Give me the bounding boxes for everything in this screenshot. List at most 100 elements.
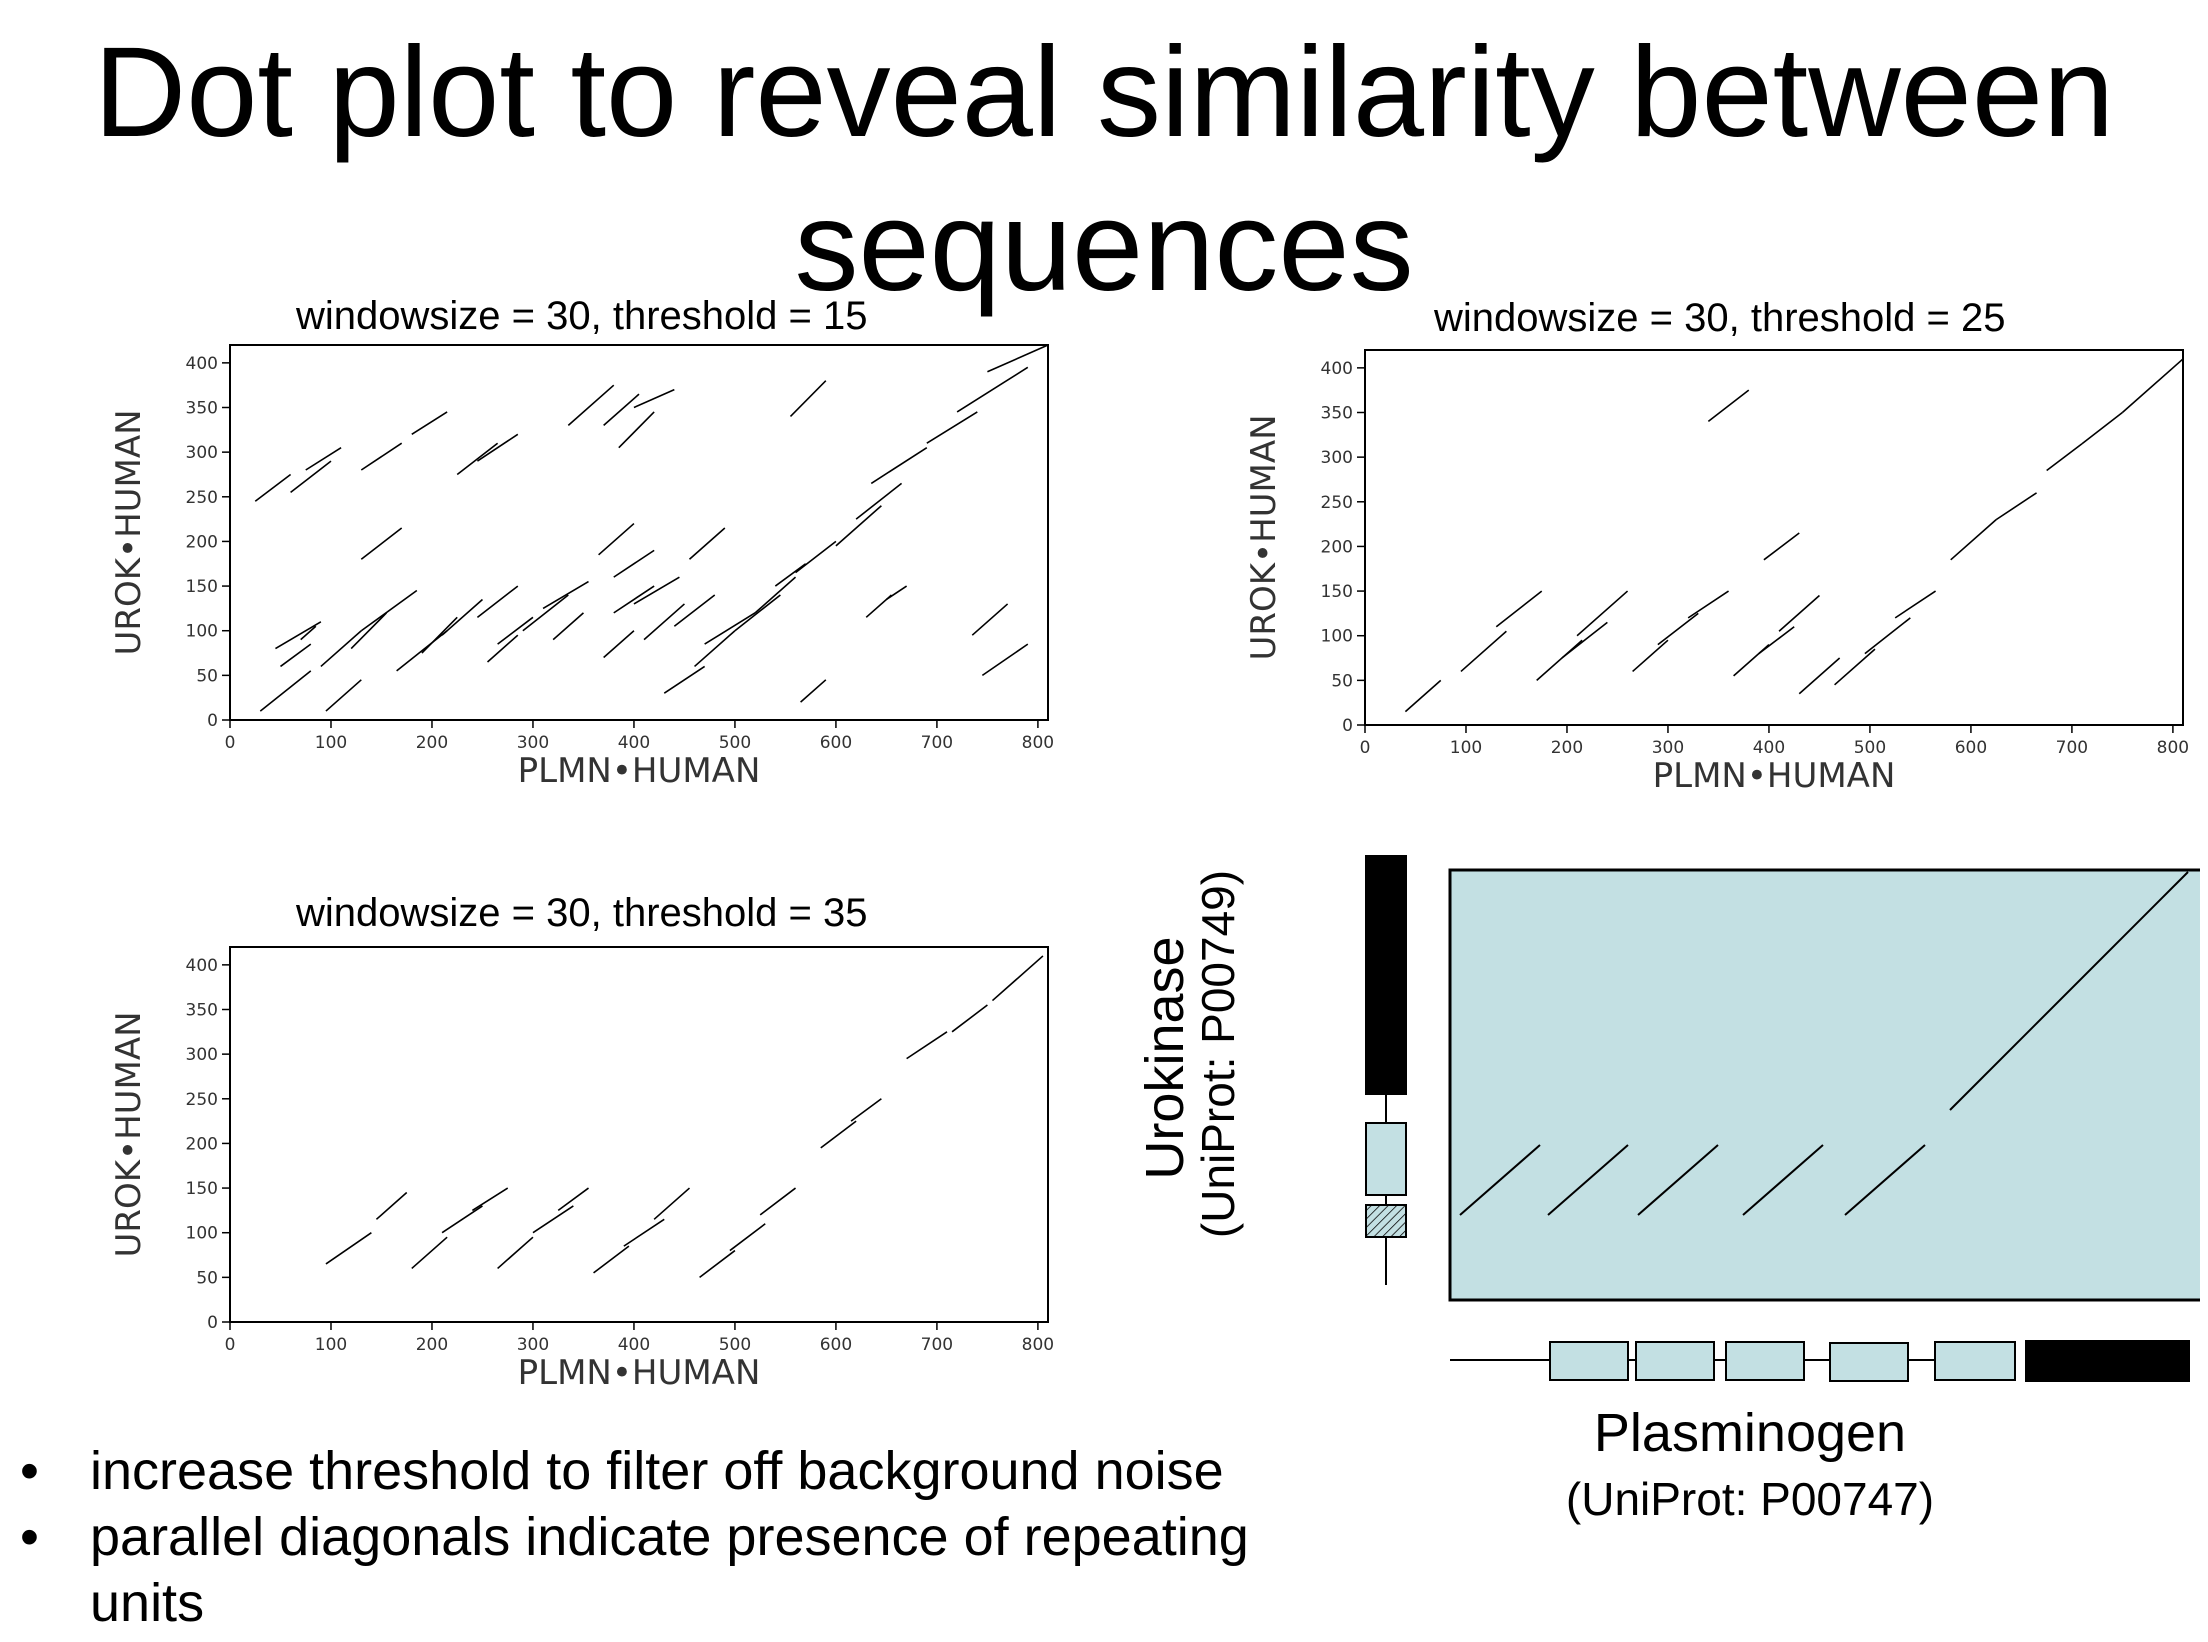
match-diagonal (532, 1205, 574, 1234)
match-diagonal (633, 576, 680, 605)
plasminogen-kringle-3 (1725, 1341, 1805, 1381)
x-tick-label: 300 (517, 733, 549, 753)
match-diagonal (1778, 594, 1820, 632)
match-diagonal (441, 1205, 483, 1234)
match-diagonal (795, 540, 837, 574)
match-diagonal (759, 1187, 797, 1216)
x-tick-label: 0 (225, 733, 236, 753)
match-diagonal (259, 670, 312, 712)
match-diagonal (275, 621, 322, 650)
match-diagonal (280, 643, 312, 668)
x-tick-label: 600 (820, 1335, 852, 1355)
x-tick-label: 200 (416, 1335, 448, 1355)
match-diagonal (850, 1098, 882, 1122)
match-diagonal (411, 411, 448, 435)
match-diagonal (325, 679, 362, 712)
match-diagonal (971, 603, 1009, 636)
match-diagonal (2121, 358, 2184, 414)
match-diagonal (789, 380, 827, 417)
x-tick-label: 600 (820, 733, 852, 753)
y-tick-label: 250 (186, 1090, 218, 1110)
y-tick-label: 300 (1321, 448, 1353, 468)
match-diagonal (486, 634, 519, 663)
dot-plot-3: 0 100 200 300 400 500 600 700 800 0 50 100 150 200 250… (100, 932, 1080, 1412)
slide-title-line-2: sequences (794, 175, 1414, 318)
x-tick-label: 700 (921, 1335, 953, 1355)
x-tick-label: 0 (225, 1335, 236, 1355)
x-tick-label: 600 (1955, 738, 1987, 758)
match-diagonal (1657, 612, 1699, 646)
match-diagonal (441, 598, 483, 636)
match-diagonal (951, 1004, 988, 1033)
match-diagonal (1495, 590, 1543, 628)
urokinase-protease-domain (1365, 855, 1407, 1095)
x-tick-label: 300 (517, 1335, 549, 1355)
y-tick-label: 350 (186, 1001, 218, 1021)
urokinase-egf-domain (1365, 1204, 1407, 1238)
y-tick-label: 200 (186, 532, 218, 552)
x-tick-label: 700 (921, 733, 953, 753)
x-tick-label: 500 (1854, 738, 1886, 758)
dot-plot-3-svg: 0 100 200 300 400 500 600 700 800 0 50 100 150 200 250… (109, 946, 1054, 1393)
bullet-list: increase threshold to filter off backgro… (20, 1438, 1360, 1636)
plot-frame (1364, 349, 2184, 726)
y-tick-label: 50 (1331, 671, 1353, 691)
match-diagonal (754, 576, 797, 614)
y-tick-label: 300 (186, 1045, 218, 1065)
match-diagonal (456, 442, 499, 476)
kringle-diagonal-2 (1547, 1144, 1629, 1216)
match-diagonal (800, 679, 827, 703)
urokinase-kringle-domain (1365, 1122, 1407, 1196)
y-tick-label: 400 (1321, 359, 1353, 379)
x-tick-label: 800 (2157, 738, 2189, 758)
dot-plot-1: 0 100 200 300 400 500 600 700 800 0 50 100 150 200 250… (100, 330, 1080, 810)
y-tick-label: 300 (186, 443, 218, 463)
match-diagonal (1536, 639, 1583, 681)
match-diagonal (360, 589, 418, 632)
y-tick-label: 400 (186, 354, 218, 374)
x-tick-label: 200 (1551, 738, 1583, 758)
plasminogen-id: (UniProt: P00747) (1565, 1473, 1935, 1525)
x-tick-label: 100 (1450, 738, 1482, 758)
dot-plot-2-svg: 0 100 200 300 400 500 600 700 800 0 50 100 150 200 250… (1244, 349, 2189, 796)
match-diagonal (673, 594, 716, 627)
match-diagonal (1950, 519, 1997, 561)
match-diagonal (593, 1245, 630, 1274)
match-diagonal (1576, 590, 1629, 637)
match-diagonal (598, 522, 635, 556)
y-tick-label: 0 (207, 1313, 218, 1333)
y-tick-label: 150 (1321, 582, 1353, 602)
match-diagonal (618, 411, 655, 449)
y-tick-label: 250 (1321, 493, 1353, 513)
protease-diagonal (1949, 871, 2189, 1111)
y-tick-label: 350 (186, 399, 218, 419)
x-tick-label: 500 (719, 1335, 751, 1355)
match-diagonal (1404, 679, 1442, 713)
y-axis-label: UROK•HUMAN (109, 409, 149, 655)
match-diagonal (956, 366, 1029, 413)
x-tick-label: 200 (416, 733, 448, 753)
urokinase-label: Urokinase (1135, 936, 1195, 1180)
match-diagonal (325, 1232, 372, 1265)
match-diagonal (734, 594, 781, 632)
x-tick-label: 800 (1022, 1335, 1054, 1355)
match-diagonal (396, 630, 448, 672)
plasminogen-kringle-1 (1549, 1341, 1629, 1381)
x-tick-label: 100 (315, 1335, 347, 1355)
match-diagonal (497, 1236, 534, 1270)
urokinase-id: (UniProt: P00749) (1192, 869, 1244, 1239)
match-diagonal (1763, 532, 1800, 561)
domain-schematic (1365, 855, 2200, 1382)
match-diagonal (471, 1187, 509, 1212)
match-diagonal (603, 393, 640, 426)
match-diagonal (1864, 617, 1911, 655)
match-diagonal (991, 955, 1044, 1002)
dot-plot-2: 0 100 200 300 400 500 600 700 800 0 50 100 150 200 250… (1235, 335, 2208, 815)
match-diagonal (835, 505, 882, 547)
plasminogen-label: Plasminogen (1593, 1403, 1907, 1463)
match-diagonal (1798, 657, 1841, 695)
match-diagonal (906, 1031, 948, 1060)
kringle-diagonal-3 (1637, 1144, 1719, 1216)
y-tick-label: 200 (186, 1134, 218, 1154)
match-diagonal (1758, 626, 1795, 655)
